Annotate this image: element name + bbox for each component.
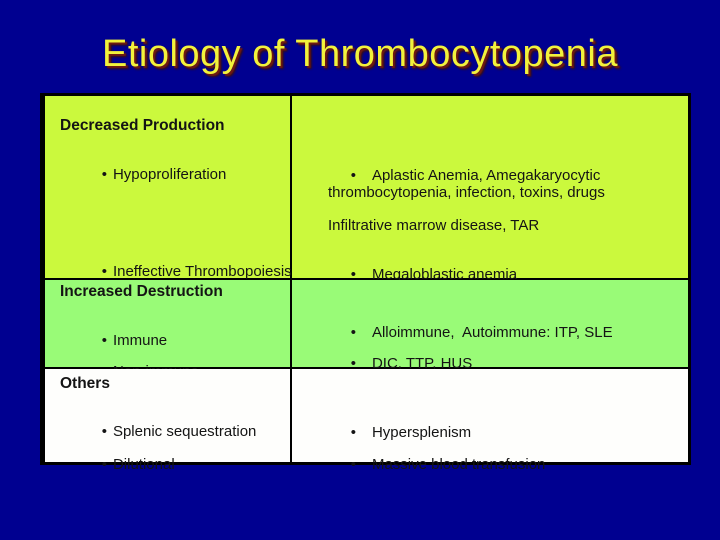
list-item-label: Aplastic Anemia, Amegakaryocytic bbox=[371, 167, 601, 184]
bullet-icon: • bbox=[350, 456, 356, 473]
list-item-label: Alloimmune, Autoimmune: ITP, SLE bbox=[371, 324, 613, 341]
slide-title: Etiology of Thrombocytopenia bbox=[101, 33, 619, 75]
section-others: Others • Splenic sequestration • Dilutiona… bbox=[45, 369, 688, 473]
list-item: • Massive blood transfusion bbox=[309, 439, 546, 490]
list-item: • Hypoproliferation bbox=[60, 149, 227, 200]
bullet-icon: • bbox=[101, 263, 107, 280]
list-item-label: DIC, TTP, HUS bbox=[371, 355, 473, 372]
list-item: • Ineffective Thrombopoiesis bbox=[60, 246, 292, 297]
list-item-label: Splenic sequestration bbox=[112, 423, 257, 440]
section-header: Others bbox=[60, 375, 110, 392]
others-right-cell: • Hypersplenism • Massive blood transfusio… bbox=[292, 369, 688, 473]
bullet-icon: • bbox=[101, 423, 107, 440]
others-left-cell: Others • Splenic sequestration • Dilutiona… bbox=[45, 369, 292, 473]
increased-destruction-left-cell: Increased Destruction •Immune •Non-immun… bbox=[45, 280, 292, 380]
list-item: • Dilutional bbox=[60, 439, 175, 490]
bullet-icon: • bbox=[101, 332, 107, 349]
decreased-production-right-cell: • Aplastic Anemia, Amegakaryocytic thromb… bbox=[292, 96, 688, 283]
list-item-label: Megaloblastic anemia bbox=[371, 266, 518, 283]
list-item: • Alloimmune, Autoimmune: ITP, SLE bbox=[309, 307, 613, 358]
decreased-production-left-cell: Decreased Production • Hypoproliferation … bbox=[45, 96, 292, 280]
list-item-label: Ineffective Thrombopoiesis bbox=[112, 263, 292, 280]
list-item: • Aplastic Anemia, Amegakaryocytic bbox=[309, 150, 601, 201]
section-header: Increased Destruction bbox=[60, 283, 223, 300]
list-item: • DIC, TTP, HUS bbox=[309, 338, 473, 389]
list-item-continuation: Infiltrative marrow disease, TAR bbox=[328, 217, 540, 234]
bullet-icon: • bbox=[350, 266, 356, 283]
bullet-icon: • bbox=[101, 456, 107, 473]
list-item: • Immune bbox=[60, 315, 167, 366]
list-item-continuation: thrombocytopenia, infection, toxins, dru… bbox=[328, 184, 605, 201]
list-item-label: Immune bbox=[112, 332, 168, 349]
bullet-icon: • bbox=[350, 167, 356, 184]
list-item: • Splenic sequestration bbox=[60, 406, 257, 457]
list-item-label: Hypersplenism bbox=[371, 424, 472, 441]
list-item-label: Hypoproliferation bbox=[112, 166, 227, 183]
etiology-table: Decreased Production • Hypoproliferation … bbox=[40, 93, 691, 473]
section-decreased-production: Decreased Production • Hypoproliferation … bbox=[45, 96, 688, 283]
bullet-icon: • bbox=[350, 424, 356, 441]
list-item: • Hypersplenism bbox=[309, 407, 471, 458]
increased-destruction-right-cell: • Alloimmune, Autoimmune: ITP, SLE • DIC, … bbox=[292, 280, 688, 372]
list-item-label: Massive blood transfusion bbox=[371, 456, 546, 473]
list-item: • Megaloblastic anemia bbox=[309, 249, 517, 300]
section-header: Decreased Production bbox=[60, 117, 225, 134]
bullet-icon: • bbox=[350, 355, 356, 372]
list-item-label: Dilutional bbox=[112, 456, 175, 473]
section-increased-destruction: Increased Destruction •Immune •Non-immun… bbox=[45, 280, 688, 380]
bullet-icon: • bbox=[350, 324, 356, 341]
bullet-icon: • bbox=[101, 166, 107, 183]
